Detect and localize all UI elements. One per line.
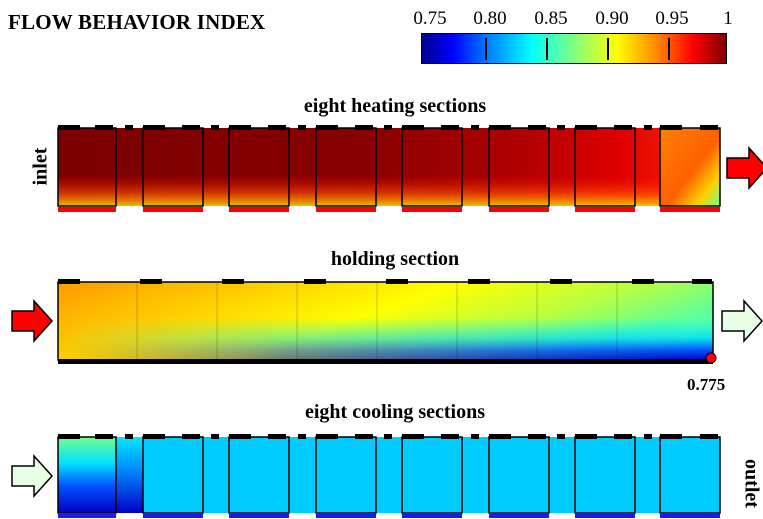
heating-panel (57, 125, 763, 212)
colorbar-tick-label: 0.75 (413, 8, 447, 29)
holding-panel-title: holding section (330, 248, 460, 270)
holding-inlet-arrow (11, 300, 53, 342)
colorbar-tick-label: 0.95 (655, 8, 689, 29)
holding-outlet-arrow (721, 300, 763, 342)
cooling-field (58, 437, 720, 513)
cooling-first-section (58, 437, 116, 513)
heating-bottom-layer (58, 128, 720, 206)
heating-last-section (660, 128, 720, 206)
min-value-marker (705, 352, 717, 364)
colorbar-tick-mark (668, 38, 670, 60)
colorbar-tick-label: 1 (723, 8, 733, 29)
holding-segment-lines (136, 282, 618, 360)
heating-outlet-arrow (726, 147, 763, 189)
colorbar-tick-mark (546, 38, 548, 60)
cooling-top-caps (58, 434, 718, 439)
figure-title: FLOW BEHAVIOR INDEX (8, 10, 266, 34)
holding-top-caps (58, 279, 712, 284)
heater-strips (58, 207, 720, 212)
colorbar-tick-label: 0.90 (595, 8, 629, 29)
heating-top-caps (58, 125, 718, 130)
cooling-panel-title: eight cooling sections (305, 401, 485, 423)
colorbar (421, 33, 727, 64)
heating-panel-title: eight heating sections (303, 95, 487, 117)
holding-panel (11, 279, 763, 364)
heating-section-outlines (57, 127, 721, 207)
cooler-strips (58, 513, 720, 518)
holding-bottom-layer (58, 282, 713, 360)
cooling-panel (11, 434, 721, 518)
colorbar-tick-mark (485, 38, 487, 60)
colorbar-tick-label: 0.85 (534, 8, 568, 29)
colorbar-tick-label: 0.80 (473, 8, 507, 29)
cooling-first-connector (116, 437, 143, 513)
holding-base-bar (58, 359, 713, 364)
colorbar-tick-mark (607, 38, 609, 60)
cooling-inlet-arrow (11, 455, 53, 497)
min-value-label: 0.775 (687, 375, 726, 394)
